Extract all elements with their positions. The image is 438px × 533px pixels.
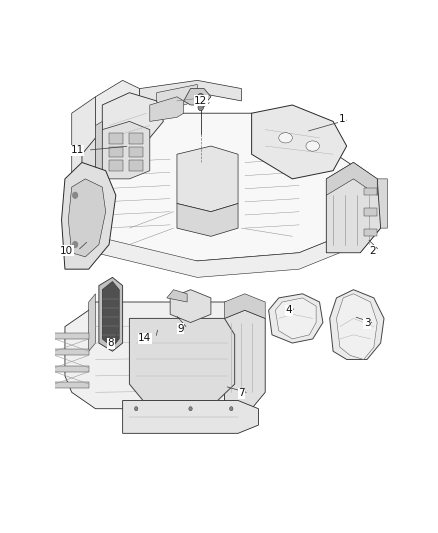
Polygon shape <box>268 294 323 343</box>
Polygon shape <box>156 84 197 113</box>
Polygon shape <box>177 146 238 212</box>
Bar <box>364 188 377 195</box>
Bar <box>109 133 123 143</box>
Polygon shape <box>336 294 377 359</box>
Bar <box>130 147 143 157</box>
Polygon shape <box>102 281 119 347</box>
Bar <box>130 133 143 143</box>
Polygon shape <box>95 228 360 277</box>
Text: 11: 11 <box>71 145 84 155</box>
Polygon shape <box>72 97 95 195</box>
Text: 1: 1 <box>338 115 345 124</box>
Bar <box>364 208 377 216</box>
Polygon shape <box>88 294 95 351</box>
Text: 12: 12 <box>194 96 208 106</box>
Text: 4: 4 <box>286 305 293 315</box>
Polygon shape <box>130 318 235 400</box>
Polygon shape <box>177 204 238 236</box>
Polygon shape <box>150 97 184 122</box>
Polygon shape <box>99 277 123 351</box>
Polygon shape <box>170 290 211 322</box>
Circle shape <box>73 241 78 247</box>
Bar <box>48 366 88 372</box>
Polygon shape <box>360 179 387 253</box>
Bar <box>109 160 123 171</box>
Bar <box>48 333 88 339</box>
Text: 10: 10 <box>60 246 74 256</box>
Polygon shape <box>140 80 241 105</box>
Circle shape <box>134 407 138 411</box>
Circle shape <box>73 192 78 198</box>
Circle shape <box>197 93 204 102</box>
Polygon shape <box>102 122 150 179</box>
Polygon shape <box>251 105 346 179</box>
Text: 8: 8 <box>107 338 114 348</box>
Text: 9: 9 <box>177 324 184 334</box>
Circle shape <box>189 407 192 411</box>
Circle shape <box>230 407 233 411</box>
Polygon shape <box>184 88 211 105</box>
Polygon shape <box>167 290 187 302</box>
Bar <box>364 229 377 236</box>
Text: 14: 14 <box>138 333 152 343</box>
Bar <box>48 382 88 388</box>
Polygon shape <box>330 290 384 359</box>
Bar <box>48 349 88 356</box>
Ellipse shape <box>306 141 319 151</box>
Polygon shape <box>276 298 316 339</box>
Polygon shape <box>326 163 377 195</box>
Polygon shape <box>82 138 95 245</box>
Polygon shape <box>102 93 163 146</box>
Bar <box>130 160 143 171</box>
Polygon shape <box>95 122 102 195</box>
Text: 7: 7 <box>238 388 245 398</box>
Polygon shape <box>61 163 116 269</box>
Polygon shape <box>95 113 360 261</box>
Polygon shape <box>224 294 265 318</box>
Text: 3: 3 <box>364 318 371 328</box>
Polygon shape <box>224 310 265 409</box>
Text: 2: 2 <box>369 246 375 256</box>
Polygon shape <box>95 80 140 138</box>
Circle shape <box>198 104 203 111</box>
Polygon shape <box>65 302 258 409</box>
Polygon shape <box>68 179 106 257</box>
Bar <box>109 147 123 157</box>
Ellipse shape <box>279 133 293 143</box>
Polygon shape <box>123 400 258 433</box>
Polygon shape <box>326 163 381 253</box>
